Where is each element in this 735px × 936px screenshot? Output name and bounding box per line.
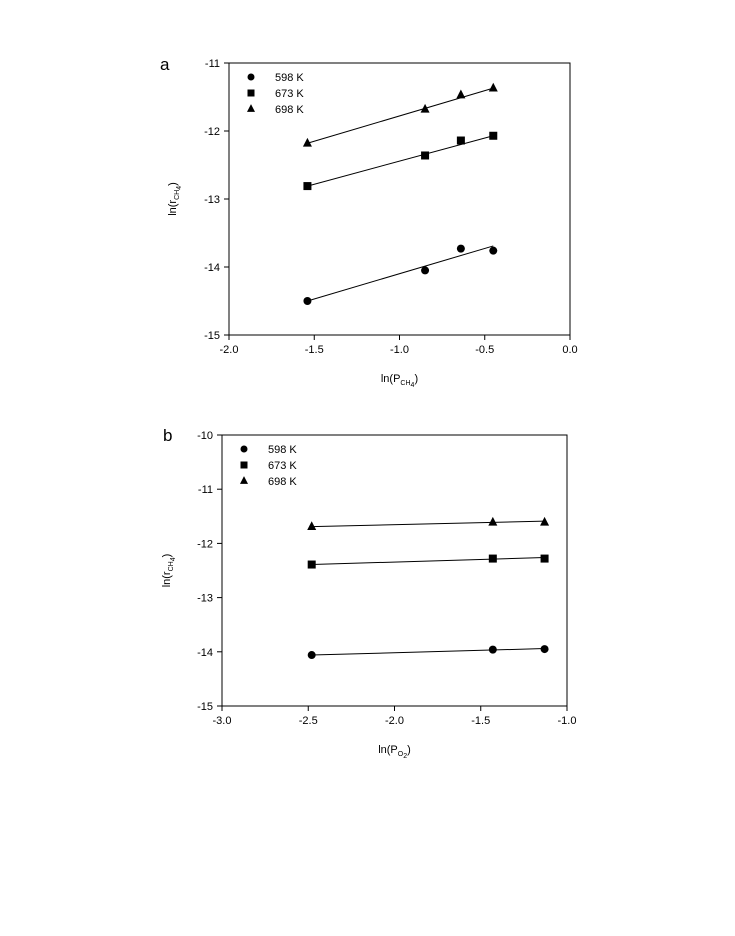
legend: 598 K 673 K 698 K: [247, 72, 304, 116]
legend-label: 673 K: [275, 88, 304, 100]
data-point: [303, 297, 312, 305]
y-tick-label: -11: [198, 484, 213, 496]
y-tick-label: -12: [197, 538, 213, 550]
data-point: [489, 131, 498, 140]
y-axis-label-sub: CH: [168, 561, 175, 571]
x-tick-label: -2.5: [299, 715, 318, 727]
data-point: [488, 554, 497, 563]
x-axis-label-sub: O: [398, 751, 404, 758]
x-axis-label-main: ln(P: [378, 744, 398, 756]
data-point: [420, 103, 430, 113]
data-point: [307, 521, 317, 530]
legend-marker-square: [247, 89, 255, 97]
series-598-k: [303, 244, 498, 305]
fit-line: [311, 648, 545, 656]
legend-label: 598 K: [275, 72, 304, 84]
x-tick-label: -1.5: [471, 715, 490, 727]
series-698-k: [302, 82, 498, 147]
y-axis-label-close: ): [167, 182, 179, 186]
data-point: [303, 182, 312, 191]
x-tick-label: -0.5: [475, 344, 494, 356]
data-point: [307, 560, 316, 569]
data-point: [456, 89, 466, 99]
legend-label: 598 K: [268, 444, 297, 456]
y-tick-label: -11: [205, 58, 220, 70]
data-point: [540, 645, 549, 654]
data-point: [302, 137, 312, 147]
x-axis-label-close: ): [407, 744, 411, 756]
x-tick-label: -1.0: [558, 715, 577, 727]
y-tick-label: -10: [197, 430, 213, 442]
x-tick-label: -1.5: [305, 344, 324, 356]
y-axis-label-close: ): [161, 554, 173, 558]
x-tick-label: 0.0: [562, 344, 577, 356]
x-axis-label: ln(PCH4): [381, 373, 418, 389]
y-axis-label-sub2: 4: [170, 557, 177, 561]
panel-label: b: [163, 426, 172, 445]
legend-label: 698 K: [275, 104, 304, 116]
x-axis-label: ln(PO2): [378, 744, 411, 760]
legend-marker-circle: [240, 445, 248, 453]
y-tick-label: -12: [204, 126, 220, 138]
legend: 598 K 673 K 698 K: [240, 444, 297, 488]
y-tick-label: -13: [197, 593, 213, 605]
x-axis-label-close: ): [414, 373, 418, 385]
panel-label: a: [160, 55, 170, 74]
legend-label: 698 K: [268, 476, 297, 488]
legend-marker-triangle: [240, 476, 248, 484]
legend-label: 673 K: [268, 460, 297, 472]
y-axis-label-sub: CH: [174, 190, 181, 200]
data-point: [488, 516, 498, 526]
x-axis-label-sub: CH: [400, 380, 410, 387]
x-tick-label: -3.0: [213, 715, 232, 727]
chart-panel-b: b -3.0 -2.5 -2.0 -1.5 -1.0 -10 -11 -12 -13 -14 -15 l…: [161, 426, 576, 760]
y-tick-label: -15: [197, 701, 213, 713]
series-673-k: [303, 131, 498, 191]
y-tick-label: -14: [197, 647, 213, 659]
chart-panel-a: a-2.0 -1.5 -1.0 -0.5 0.0-11-12-13-14-15ln(PC…: [160, 55, 578, 389]
series-598-k: [307, 645, 549, 660]
data-point: [488, 82, 498, 92]
y-tick-label: -14: [204, 262, 220, 274]
x-tick-label: -2.0: [220, 344, 239, 356]
fit-line: [307, 135, 494, 187]
data-point: [307, 651, 316, 660]
fit-line: [307, 87, 494, 144]
data-point: [540, 554, 549, 563]
legend-marker-square: [240, 461, 248, 469]
data-point: [456, 136, 465, 145]
y-axis-label-main: ln(r: [161, 571, 173, 587]
data-point: [456, 244, 465, 253]
legend-marker-triangle: [247, 104, 255, 112]
series-698-k: [307, 516, 550, 530]
fit-line: [307, 245, 494, 302]
x-tick-label: -2.0: [385, 715, 404, 727]
data-point: [540, 516, 550, 526]
data-point: [489, 246, 498, 255]
series-673-k: [307, 554, 549, 569]
data-point: [421, 151, 430, 160]
y-tick-label: -15: [204, 330, 220, 342]
y-axis-label: ln(rCH4): [167, 182, 183, 216]
data-point: [488, 645, 497, 654]
x-axis-label-sub2: 2: [403, 753, 407, 760]
fit-line: [311, 556, 545, 566]
y-axis-label-main: ln(r: [167, 200, 179, 216]
y-axis-label: ln(rCH4): [161, 554, 177, 588]
y-tick-label: -13: [204, 194, 220, 206]
x-tick-label: -1.0: [390, 344, 409, 356]
fit-line: [311, 520, 545, 528]
x-axis-label-main: ln(P: [381, 373, 401, 385]
y-axis-label-sub2: 4: [176, 186, 183, 190]
legend-marker-circle: [247, 73, 255, 81]
x-axis-label-sub2: 4: [411, 382, 415, 389]
data-point: [421, 266, 430, 275]
